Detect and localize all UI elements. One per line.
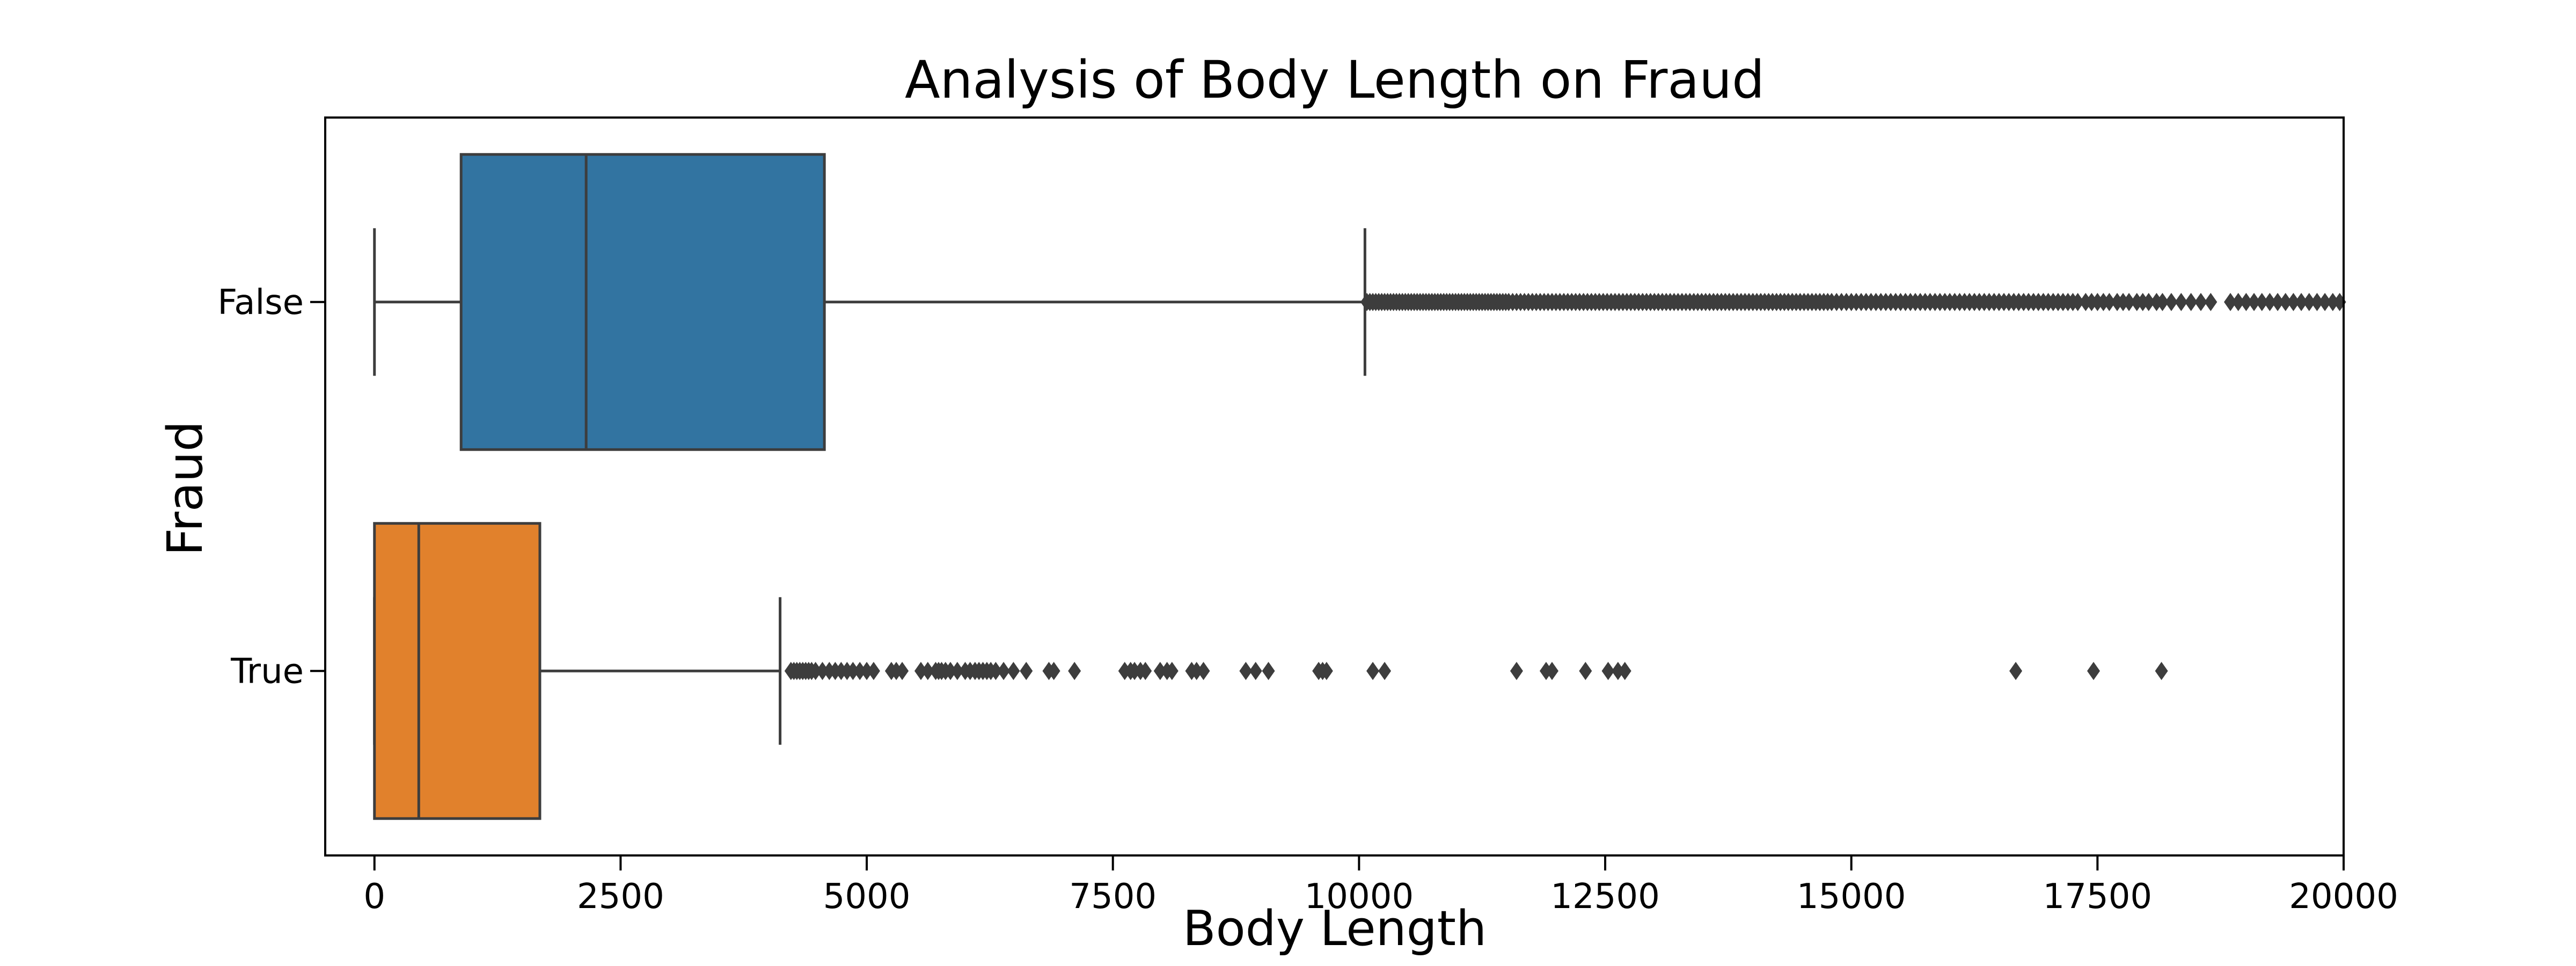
outlier-point-false: [2318, 292, 2332, 311]
outlier-point-false: [2287, 292, 2300, 311]
y-tick-label-false: False: [217, 283, 304, 323]
outlier-point-true: [2009, 662, 2023, 680]
outlier-point-true: [1601, 662, 1615, 680]
outlier-point-true: [1047, 662, 1060, 680]
outlier-point-false: [2175, 292, 2188, 311]
outlier-point-false: [2123, 292, 2136, 311]
outlier-point-true: [943, 662, 957, 680]
outlier-point-true: [809, 662, 822, 680]
outlier-point-true: [1190, 662, 1203, 680]
x-tick-label-5000: 5000: [823, 877, 911, 917]
outlier-point-false: [2156, 292, 2169, 311]
outlier-point-false: [2302, 292, 2316, 311]
outlier-point-true: [1020, 662, 1033, 680]
outlier-point-true: [896, 662, 909, 680]
outlier-point-true: [1618, 662, 1631, 680]
outlier-point-false: [2279, 292, 2292, 311]
outlier-point-false: [2263, 292, 2277, 311]
outlier-point-true: [1510, 662, 1523, 680]
box-false: [459, 153, 826, 451]
outlier-point-true: [921, 662, 934, 680]
x-tick-label-7500: 7500: [1069, 877, 1157, 917]
outlier-point-true: [1197, 662, 1210, 680]
outlier-point-false: [2142, 292, 2155, 311]
outlier-point-true: [853, 662, 867, 680]
outlier-point-true: [1153, 662, 1167, 680]
outlier-point-false: [2310, 292, 2324, 311]
outlier-point-false: [2248, 292, 2261, 311]
outlier-point-true: [1366, 662, 1380, 680]
x-tick-label-10000: 10000: [1305, 877, 1414, 917]
outlier-point-false: [2240, 292, 2253, 311]
outlier-point-true: [1068, 662, 1081, 680]
outlier-point-true: [1611, 662, 1624, 680]
plot-area: False True 0 2500 5000 7500 10000 12500 15000 175…: [217, 116, 2398, 917]
outlier-point-false: [2164, 292, 2178, 311]
plot-frame: [324, 116, 2345, 857]
outlier-point-true: [1239, 662, 1253, 680]
outlier-point-true: [997, 662, 1011, 680]
outlier-point-true: [1262, 662, 1275, 680]
outlier-point-true: [950, 662, 964, 680]
outlier-point-true: [2155, 662, 2168, 680]
outlier-point-true: [1378, 662, 1392, 680]
outlier-point-true: [1249, 662, 1262, 680]
x-axis-label: Body Length: [1183, 901, 1487, 957]
outlier-point-false: [2224, 292, 2237, 311]
outlier-point-true: [1579, 662, 1592, 680]
outlier-point-false: [2071, 292, 2084, 311]
y-tick-label-true: True: [230, 652, 304, 691]
x-tick-label-12500: 12500: [1550, 877, 1660, 917]
x-tick-label-20000: 20000: [2289, 877, 2398, 917]
outlier-point-true: [860, 662, 874, 680]
box-true: [373, 522, 541, 820]
outlier-point-false: [2204, 292, 2218, 311]
outlier-point-true: [2087, 662, 2101, 680]
outlier-point-true: [989, 662, 1002, 680]
chart-title: Analysis of Body Length on Fraud: [905, 50, 1765, 110]
outlier-point-false: [2194, 292, 2207, 311]
outlier-point-true: [1545, 662, 1558, 680]
outlier-point-false: [2295, 292, 2308, 311]
outlier-point-true: [1165, 662, 1179, 680]
outlier-point-true: [816, 662, 829, 680]
outlier-point-false: [2255, 292, 2268, 311]
outlier-point-false: [2271, 292, 2285, 311]
outlier-point-true: [1007, 662, 1020, 680]
outlier-point-true: [846, 662, 860, 680]
outlier-point-false: [2184, 292, 2198, 311]
outlier-point-false: [2103, 292, 2116, 311]
x-tick-label-0: 0: [363, 877, 385, 917]
y-axis-label: Fraud: [157, 421, 214, 556]
outlier-point-true: [914, 662, 927, 680]
outlier-point-true: [1320, 662, 1333, 680]
outlier-point-false: [2326, 292, 2339, 311]
outlier-point-true: [1139, 662, 1152, 680]
outlier-point-true: [867, 662, 880, 680]
x-tick-label-17500: 17500: [2043, 877, 2153, 917]
outlier-point-false: [2231, 292, 2245, 311]
x-tick-label-2500: 2500: [577, 877, 664, 917]
x-tick-label-15000: 15000: [1797, 877, 1906, 917]
